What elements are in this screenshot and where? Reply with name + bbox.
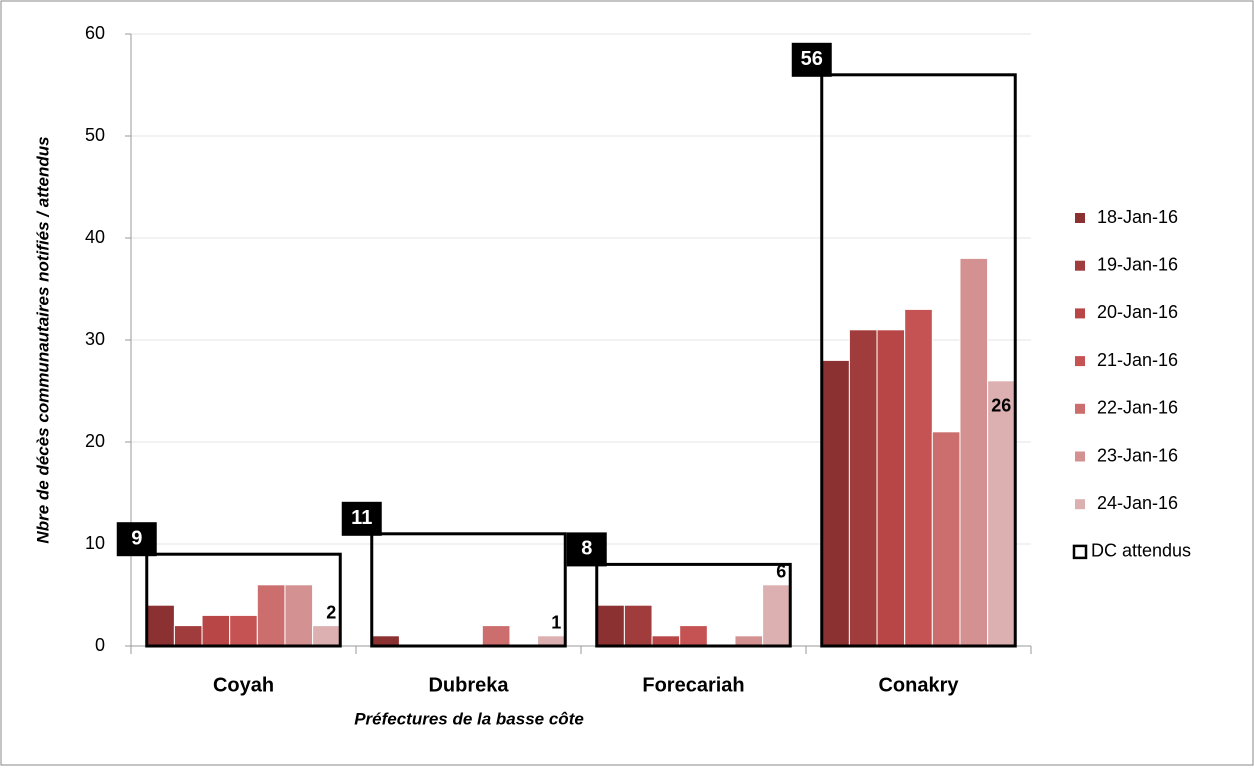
expected-label: 8 — [581, 538, 592, 560]
bar — [762, 584, 791, 647]
bar — [201, 614, 231, 647]
legend-label: 23-Jan-16 — [1097, 445, 1178, 465]
x-tick-label: Dubreka — [428, 674, 509, 696]
bar — [229, 614, 258, 647]
bar — [679, 625, 708, 647]
legend-label: 24-Jan-16 — [1097, 493, 1178, 513]
expected-box — [595, 562, 792, 648]
legend-label: 20-Jan-16 — [1097, 302, 1178, 322]
bar — [959, 257, 989, 647]
expected-label: 9 — [131, 527, 142, 549]
y-tick-label: 40 — [85, 227, 105, 247]
legend-label: DC attendus — [1091, 541, 1191, 561]
x-axis-title: Préfectures de la basse côte — [354, 709, 584, 728]
bar — [876, 329, 906, 647]
bar — [596, 604, 625, 647]
legend-label: 21-Jan-16 — [1097, 350, 1178, 370]
x-tick-label: Forecariah — [642, 674, 744, 696]
legend-swatch — [1075, 308, 1085, 319]
y-tick-label: 10 — [85, 533, 105, 553]
bar — [371, 635, 400, 647]
legend-swatch — [1075, 403, 1085, 414]
y-tick-label: 60 — [85, 23, 105, 43]
legend-label: 22-Jan-16 — [1097, 398, 1178, 418]
expected-label-bg — [791, 42, 832, 77]
legend-label: 18-Jan-16 — [1097, 207, 1178, 227]
expected-box — [820, 73, 1017, 648]
expected-label: 56 — [801, 48, 823, 70]
legend-label: 19-Jan-16 — [1097, 254, 1178, 274]
bar — [481, 625, 511, 647]
x-tick-label: Conakry — [878, 674, 959, 696]
bar — [987, 380, 1016, 647]
data-label: 26 — [991, 396, 1011, 416]
legend-swatch — [1072, 544, 1088, 560]
expected-box — [370, 532, 567, 648]
bar — [931, 431, 961, 647]
bar — [146, 604, 175, 647]
y-axis-title: Nbre de décès communautaires notifiés / … — [33, 136, 52, 543]
legend-swatch — [1075, 356, 1085, 367]
bar — [173, 625, 203, 647]
bar — [256, 584, 286, 647]
data-label: 2 — [326, 602, 336, 622]
bar — [651, 635, 681, 647]
y-tick-label: 20 — [85, 431, 105, 451]
bar — [904, 308, 933, 647]
bar — [623, 604, 653, 647]
legend-swatch — [1075, 451, 1085, 462]
bar — [821, 359, 850, 647]
expected-label-bg — [566, 532, 607, 567]
expected-box — [145, 552, 342, 648]
expected-label-bg — [341, 501, 382, 536]
y-tick-label: 0 — [95, 635, 105, 655]
legend-swatch — [1075, 260, 1085, 271]
expected-label: 11 — [351, 507, 372, 529]
legend-swatch — [1075, 499, 1085, 510]
data-label: 6 — [776, 562, 786, 582]
bar — [284, 584, 314, 647]
bar — [848, 329, 878, 647]
bar — [734, 635, 764, 647]
data-label: 1 — [551, 613, 561, 633]
expected-label-bg — [116, 522, 157, 557]
y-tick-label: 30 — [85, 329, 105, 349]
x-tick-label: Coyah — [213, 674, 274, 696]
bar — [537, 635, 566, 647]
legend-swatch — [1075, 213, 1085, 223]
bar — [312, 625, 341, 647]
y-tick-label: 50 — [85, 125, 105, 145]
